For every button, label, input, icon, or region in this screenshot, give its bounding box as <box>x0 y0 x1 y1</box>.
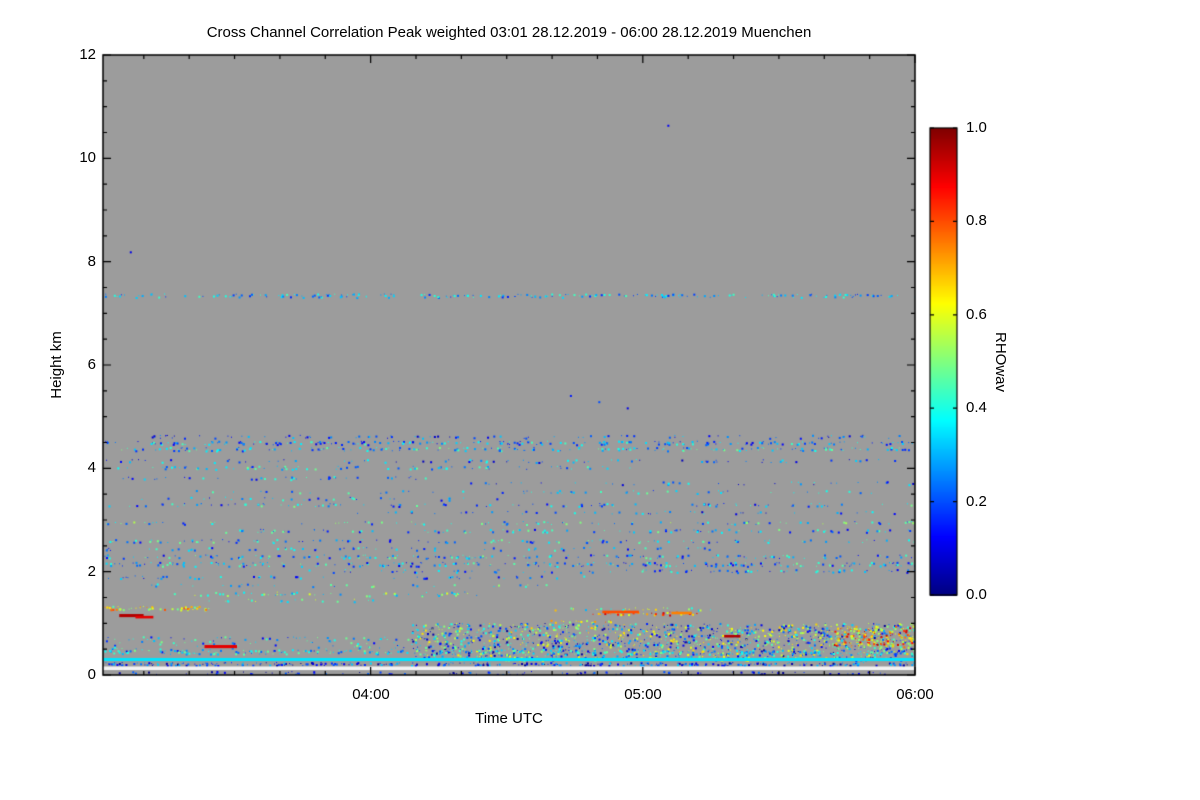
x-axis-label: Time UTC <box>475 710 543 727</box>
y-tick-label: 2 <box>87 563 96 580</box>
colorbar-tick-label: 0.4 <box>966 399 987 416</box>
y-tick-label: 10 <box>79 149 96 166</box>
y-tick-label: 12 <box>79 46 96 63</box>
x-tick-label: 04:00 <box>352 686 390 703</box>
y-tick-label: 0 <box>87 666 96 683</box>
y-tick-label: 8 <box>87 253 96 270</box>
colorbar-tick-label: 0.8 <box>966 212 987 229</box>
colorbar-tick-label: 0.2 <box>966 493 987 510</box>
colorbar-label: RHOwav <box>992 331 1009 393</box>
chart-title: Cross Channel Correlation Peak weighted … <box>206 24 812 41</box>
colorbar-tick-label: 0.0 <box>966 586 987 603</box>
y-axis-label: Height km <box>48 331 65 399</box>
y-tick-label: 4 <box>87 459 96 476</box>
x-tick-label: 06:00 <box>896 686 934 703</box>
y-tick-label: 6 <box>87 356 96 373</box>
x-tick-label: 05:00 <box>624 686 662 703</box>
colorbar-tick-label: 1.0 <box>966 119 987 136</box>
colorbar-tick-label: 0.6 <box>966 306 987 323</box>
